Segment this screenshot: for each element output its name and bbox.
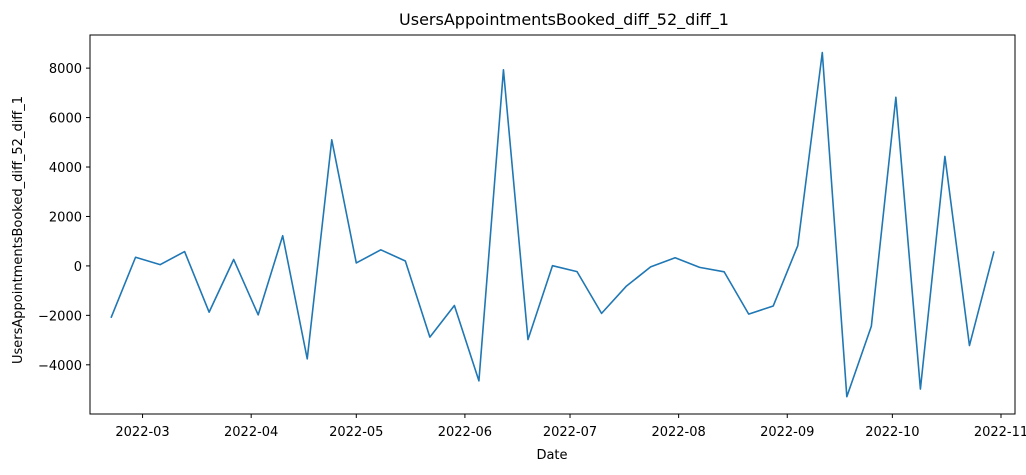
data-point [771, 304, 775, 308]
data-point [551, 264, 555, 268]
data-point [305, 357, 309, 361]
data-point [281, 234, 285, 238]
data-point [820, 51, 824, 55]
chart-title: UsersAppointmentsBooked_diff_52_diff_1 [399, 10, 729, 30]
data-point [158, 263, 162, 267]
data-point [894, 95, 898, 99]
data-point [501, 68, 505, 72]
y-tick-label: 2000 [49, 210, 82, 225]
data-point [379, 248, 383, 252]
y-tick-label: 8000 [49, 62, 82, 77]
x-tick-label: 2022-06 [438, 425, 492, 440]
data-point [354, 261, 358, 265]
plot-area: 2022-03 2022-04 2022-05 2022-06 2022-07 2022-… [38, 34, 1026, 440]
axes-frame [89, 34, 1016, 415]
y-tick-label: 6000 [49, 112, 82, 127]
data-point [477, 379, 481, 383]
x-tick-label: 2022-05 [329, 425, 383, 440]
x-tick-label: 2022-04 [224, 425, 278, 440]
y-tick-label: 0 [74, 260, 82, 275]
data-point [330, 138, 334, 142]
data-point [428, 335, 432, 339]
data-point [109, 316, 113, 320]
x-axis-ticks: 2022-03 2022-04 2022-05 2022-06 2022-07 2022-… [115, 414, 1026, 440]
data-point [943, 154, 947, 158]
x-tick-label: 2022-11 [974, 425, 1026, 440]
data-point [869, 324, 873, 328]
data-point [183, 250, 187, 254]
data-point [796, 244, 800, 248]
data-point [600, 311, 604, 315]
x-tick-label: 2022-07 [543, 425, 597, 440]
data-point [624, 284, 628, 288]
x-tick-label: 2022-09 [760, 425, 814, 440]
data-point [207, 310, 211, 314]
x-tick-label: 2022-08 [651, 425, 705, 440]
x-tick-label: 2022-03 [115, 425, 169, 440]
data-point [526, 338, 530, 342]
data-point [967, 344, 971, 348]
y-tick-label: 4000 [49, 161, 82, 176]
data-point [575, 270, 579, 274]
data-point [403, 259, 407, 263]
data-point [649, 265, 653, 269]
data-point [256, 313, 260, 317]
y-tick-label: −4000 [38, 359, 82, 374]
data-point [134, 255, 138, 259]
series-layer [109, 51, 996, 399]
data-point [673, 256, 677, 260]
x-axis-label: Date [536, 448, 567, 463]
x-tick-label: 2022-10 [865, 425, 919, 440]
data-point [232, 257, 236, 261]
data-point [698, 265, 702, 269]
data-point [452, 303, 456, 307]
y-axis-label: UsersAppointmentsBooked_diff_52_diff_1 [11, 96, 26, 364]
data-point [918, 387, 922, 391]
data-point [992, 249, 996, 253]
data-point [722, 270, 726, 274]
data-point [747, 312, 751, 316]
y-tick-label: −2000 [38, 309, 82, 324]
data-point [845, 395, 849, 399]
series-line [110, 51, 995, 398]
y-axis-ticks: −4000 −2000 0 2000 4000 6000 8000 [38, 62, 90, 374]
